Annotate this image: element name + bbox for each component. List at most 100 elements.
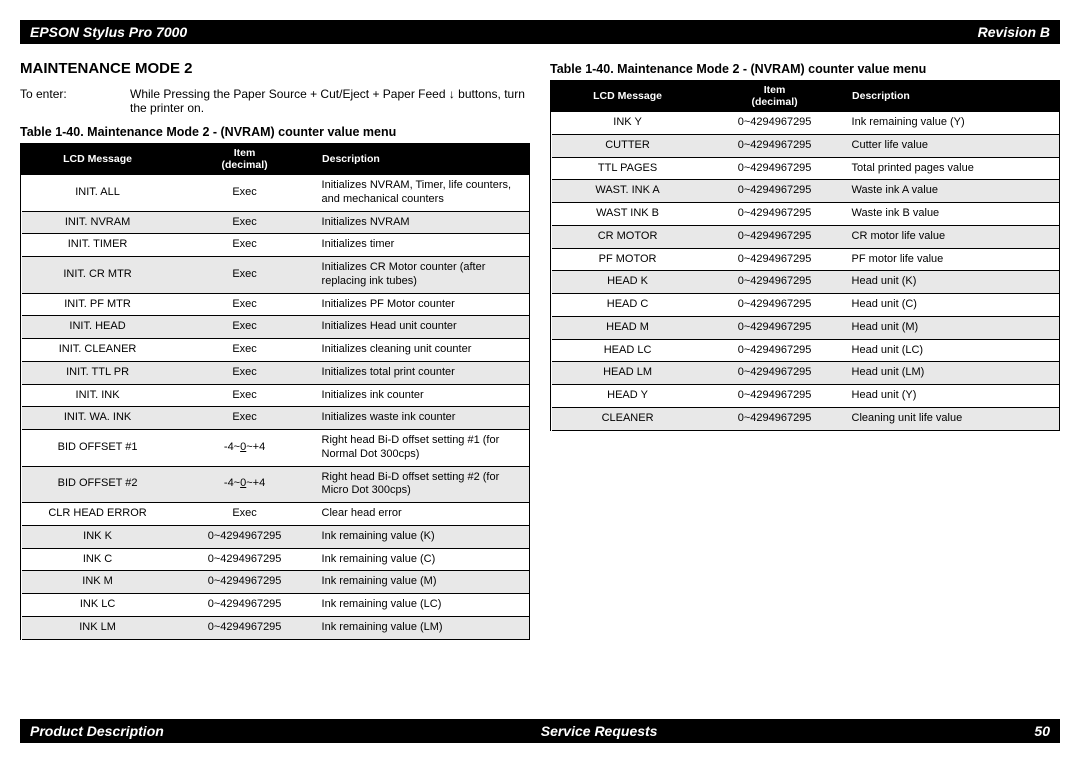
table-row: HEAD K0~4294967295Head unit (K): [552, 271, 1059, 294]
cell-description: Head unit (Y): [846, 385, 1059, 408]
cell-description: CR motor life value: [846, 225, 1059, 248]
header-right: Revision B: [978, 24, 1050, 40]
table-row: PF MOTOR0~4294967295PF motor life value: [552, 248, 1059, 271]
cell-lcd-message: INIT. NVRAM: [22, 211, 174, 234]
cell-lcd-message: INIT. PF MTR: [22, 293, 174, 316]
cell-lcd-message: INK K: [22, 525, 174, 548]
table-row: INIT. TIMERExecInitializes timer: [22, 234, 529, 257]
cell-description: Cleaning unit life value: [846, 407, 1059, 430]
footer-right: 50: [1034, 723, 1050, 739]
cell-item: 0~4294967295: [704, 157, 846, 180]
cell-lcd-message: INIT. CLEANER: [22, 339, 174, 362]
entry-label: To enter:: [20, 87, 130, 115]
header-bar: EPSON Stylus Pro 7000 Revision B: [20, 20, 1060, 44]
table-row: INK LC0~4294967295Ink remaining value (L…: [22, 594, 529, 617]
table-row: INIT. CLEANERExecInitializes cleaning un…: [22, 339, 529, 362]
cell-item: 0~4294967295: [174, 571, 316, 594]
table-left-wrap: LCD Message Item (decimal) Description I…: [20, 143, 530, 640]
cell-lcd-message: INK C: [22, 548, 174, 571]
cell-description: Initializes timer: [316, 234, 529, 257]
footer-bar: Product Description Service Requests 50: [20, 719, 1060, 743]
cell-item: Exec: [174, 384, 316, 407]
table-row: HEAD M0~4294967295Head unit (M): [552, 316, 1059, 339]
table-row: INK K0~4294967295Ink remaining value (K): [22, 525, 529, 548]
footer-left: Product Description: [30, 723, 164, 739]
cell-description: Initializes CR Motor counter (after repl…: [316, 257, 529, 294]
cell-lcd-message: PF MOTOR: [552, 248, 704, 271]
cell-description: Ink remaining value (LC): [316, 594, 529, 617]
table-header-row: LCD Message Item (decimal) Description: [22, 144, 529, 175]
table-header-row: LCD Message Item (decimal) Description: [552, 81, 1059, 112]
cell-lcd-message: INK LC: [22, 594, 174, 617]
cell-item: 0~4294967295: [704, 294, 846, 317]
cell-description: Head unit (LC): [846, 339, 1059, 362]
table-row: HEAD LC0~4294967295Head unit (LC): [552, 339, 1059, 362]
cell-item: 0~4294967295: [704, 225, 846, 248]
cell-description: Ink remaining value (Y): [846, 112, 1059, 135]
cell-lcd-message: INK M: [22, 571, 174, 594]
table-row: INK LM0~4294967295Ink remaining value (L…: [22, 616, 529, 639]
table-row: BID OFFSET #1-4~0~+4Right head Bi-D offs…: [22, 430, 529, 467]
cell-lcd-message: BID OFFSET #1: [22, 430, 174, 467]
cell-item: -4~0~+4: [174, 430, 316, 467]
cell-item: 0~4294967295: [704, 271, 846, 294]
section-title: MAINTENANCE MODE 2: [20, 60, 530, 77]
table-right-wrap: LCD Message Item (decimal) Description I…: [550, 80, 1060, 431]
cell-item: 0~4294967295: [704, 362, 846, 385]
table-row: WAST INK B0~4294967295Waste ink B value: [552, 203, 1059, 226]
cell-lcd-message: HEAD LC: [552, 339, 704, 362]
table-row: WAST. INK A0~4294967295Waste ink A value: [552, 180, 1059, 203]
cell-lcd-message: INIT. INK: [22, 384, 174, 407]
cell-lcd-message: HEAD M: [552, 316, 704, 339]
table-row: HEAD LM0~4294967295Head unit (LM): [552, 362, 1059, 385]
cell-item: Exec: [174, 211, 316, 234]
cell-description: PF motor life value: [846, 248, 1059, 271]
cell-item: -4~0~+4: [174, 466, 316, 503]
cell-item: Exec: [174, 175, 316, 212]
cell-lcd-message: INIT. CR MTR: [22, 257, 174, 294]
cell-description: Total printed pages value: [846, 157, 1059, 180]
table-row: CLR HEAD ERRORExecClear head error: [22, 503, 529, 526]
cell-lcd-message: INK LM: [22, 616, 174, 639]
table-row: INIT. PF MTRExecInitializes PF Motor cou…: [22, 293, 529, 316]
cell-description: Ink remaining value (C): [316, 548, 529, 571]
right-column: Table 1-40. Maintenance Mode 2 - (NVRAM)…: [550, 54, 1060, 640]
cell-item: 0~4294967295: [704, 203, 846, 226]
entry-instructions: To enter: While Pressing the Paper Sourc…: [20, 87, 530, 115]
col-lcd-message: LCD Message: [22, 144, 174, 175]
cell-lcd-message: INIT. WA. INK: [22, 407, 174, 430]
cell-description: Right head Bi-D offset setting #1 (for N…: [316, 430, 529, 467]
table-row: CUTTER0~4294967295Cutter life value: [552, 134, 1059, 157]
table-row: INIT. WA. INKExecInitializes waste ink c…: [22, 407, 529, 430]
cell-description: Waste ink A value: [846, 180, 1059, 203]
cell-item: 0~4294967295: [704, 180, 846, 203]
cell-item: 0~4294967295: [174, 594, 316, 617]
cell-description: Initializes ink counter: [316, 384, 529, 407]
table-row: INK C0~4294967295Ink remaining value (C): [22, 548, 529, 571]
cell-description: Right head Bi-D offset setting #2 (for M…: [316, 466, 529, 503]
entry-text: While Pressing the Paper Source + Cut/Ej…: [130, 87, 530, 115]
cell-lcd-message: TTL PAGES: [552, 157, 704, 180]
cell-description: Head unit (LM): [846, 362, 1059, 385]
cell-lcd-message: INIT. TTL PR: [22, 361, 174, 384]
cell-item: 0~4294967295: [174, 616, 316, 639]
col-item: Item (decimal): [704, 81, 846, 112]
table-row: INIT. CR MTRExecInitializes CR Motor cou…: [22, 257, 529, 294]
cell-description: Initializes Head unit counter: [316, 316, 529, 339]
cell-item: 0~4294967295: [174, 548, 316, 571]
cell-description: Cutter life value: [846, 134, 1059, 157]
col-lcd-message: LCD Message: [552, 81, 704, 112]
cell-item: 0~4294967295: [704, 316, 846, 339]
table-row: INK M0~4294967295Ink remaining value (M): [22, 571, 529, 594]
table-row: TTL PAGES0~4294967295Total printed pages…: [552, 157, 1059, 180]
col-description: Description: [846, 81, 1059, 112]
cell-lcd-message: HEAD LM: [552, 362, 704, 385]
table-row: CR MOTOR0~4294967295CR motor life value: [552, 225, 1059, 248]
cell-description: Ink remaining value (LM): [316, 616, 529, 639]
cell-item: Exec: [174, 407, 316, 430]
table-caption-left: Table 1-40. Maintenance Mode 2 - (NVRAM)…: [20, 125, 530, 139]
cell-lcd-message: INIT. HEAD: [22, 316, 174, 339]
nvram-table-right: LCD Message Item (decimal) Description I…: [551, 80, 1059, 431]
col-item: Item (decimal): [174, 144, 316, 175]
cell-item: Exec: [174, 293, 316, 316]
